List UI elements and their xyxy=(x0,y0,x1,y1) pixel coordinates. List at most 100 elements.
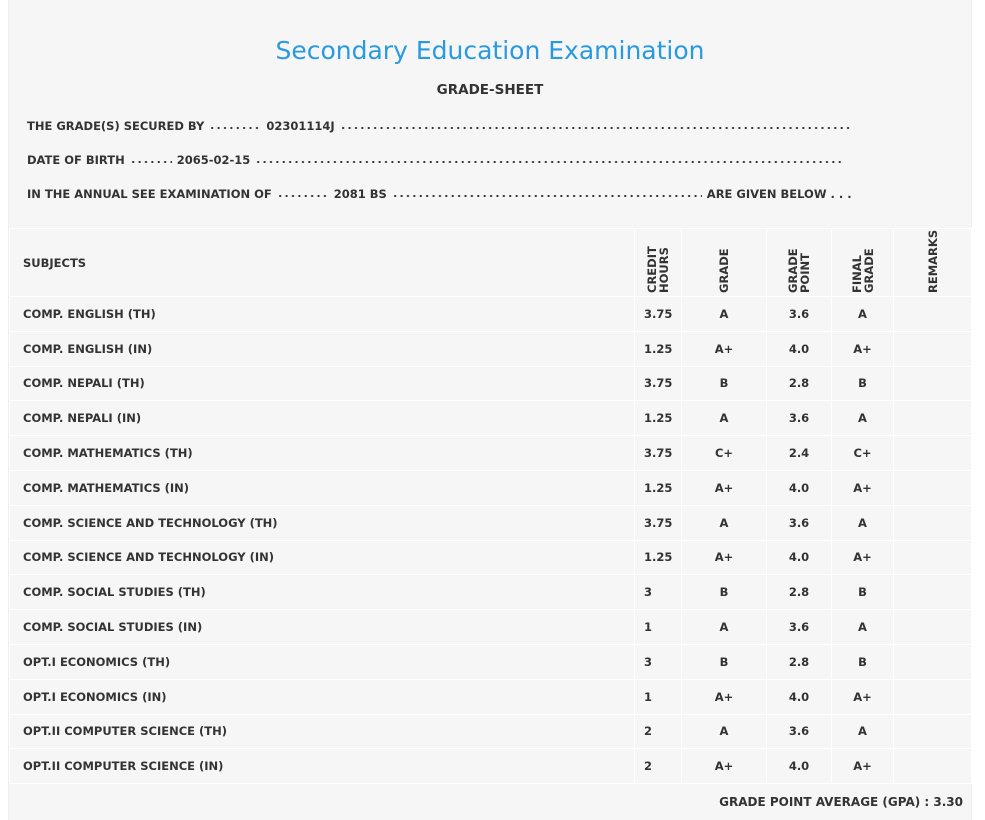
table-cell xyxy=(893,643,972,680)
grade-sheet: Secondary Education Examination GRADE-SH… xyxy=(8,0,972,820)
table-cell: 3 xyxy=(634,643,682,680)
table-cell: 3 xyxy=(634,574,682,611)
table-cell: A+ xyxy=(681,748,767,785)
table-cell: A+ xyxy=(831,748,894,785)
table-cell xyxy=(893,609,972,645)
table-row: OPT.II COMPUTER SCIENCE (IN) 2 A+ 4.0 A+ xyxy=(9,748,972,785)
table-cell: A xyxy=(831,609,894,645)
table-row: COMP. MATHEMATICS (IN) 1.25 A+ 4.0 A+ xyxy=(9,469,972,506)
table-row: COMP. NEPALI (TH) 3.75 B 2.8 B xyxy=(9,365,972,402)
table-cell: A xyxy=(831,504,894,541)
table-cell: COMP. SOCIAL STUDIES (TH) xyxy=(9,574,635,611)
table-cell: 3.75 xyxy=(634,504,682,541)
table-cell: A+ xyxy=(681,330,767,367)
table-cell: COMP. MATHEMATICS (IN) xyxy=(9,469,635,506)
table-row: COMP. SCIENCE AND TECHNOLOGY (TH) 3.75 A 3.… xyxy=(9,504,972,541)
table-row: COMP. ENGLISH (IN) 1.25 A+ 4.0 A+ xyxy=(9,330,972,367)
table-cell: COMP. ENGLISH (IN) xyxy=(9,330,635,367)
table-cell xyxy=(893,504,972,541)
table-cell: 3.6 xyxy=(766,504,832,541)
table-cell: 2.8 xyxy=(766,643,832,680)
table-cell: B xyxy=(681,574,767,611)
gpa-value: 3.30 xyxy=(933,795,963,809)
table-cell: A xyxy=(831,713,894,750)
table-cell: 3.6 xyxy=(766,296,832,332)
table-cell: 2 xyxy=(634,748,682,785)
table-cell xyxy=(893,539,972,576)
column-header: FINAL GRADE xyxy=(831,228,894,297)
info-suffix: ARE GIVEN BELOW . . . xyxy=(706,187,852,201)
table-cell: COMP. NEPALI (IN) xyxy=(9,400,635,437)
table-cell: A+ xyxy=(831,539,894,576)
table-cell: B xyxy=(831,574,894,611)
table-cell: 4.0 xyxy=(766,678,832,715)
info-label: DATE OF BIRTH xyxy=(27,153,125,167)
column-header: SUBJECTS xyxy=(9,228,635,297)
table-cell: COMP. MATHEMATICS (TH) xyxy=(9,435,635,471)
column-header-text: REMARKS xyxy=(925,229,940,293)
table-row: COMP. SCIENCE AND TECHNOLOGY (IN) 1.25 A+ 4… xyxy=(9,539,972,576)
table-cell: 2.8 xyxy=(766,365,832,402)
table-cell: COMP. SCIENCE AND TECHNOLOGY (TH) xyxy=(9,504,635,541)
table-cell xyxy=(893,435,972,471)
info-value: 02301114J xyxy=(266,119,335,133)
table-cell: B xyxy=(831,643,894,680)
header-row: SUBJECTS CREDIT HOURS GRADE GRADE POINT FINA… xyxy=(9,228,972,297)
info-value: 2081 BS xyxy=(333,187,387,201)
column-header: GRADE xyxy=(681,228,767,297)
table-cell: COMP. NEPALI (TH) xyxy=(9,365,635,402)
table-cell xyxy=(893,469,972,506)
table-cell: OPT.II COMPUTER SCIENCE (IN) xyxy=(9,748,635,785)
column-header-text: FINAL GRADE xyxy=(849,248,876,293)
table-cell: 1.25 xyxy=(634,539,682,576)
table-cell: COMP. SOCIAL STUDIES (IN) xyxy=(9,609,635,645)
table-cell: 4.0 xyxy=(766,330,832,367)
table-cell: A xyxy=(831,400,894,437)
table-row: OPT.I ECONOMICS (TH) 3 B 2.8 B xyxy=(9,643,972,680)
table-cell: A+ xyxy=(681,539,767,576)
table-row: COMP. NEPALI (IN) 1.25 A 3.6 A xyxy=(9,400,972,437)
table-row: OPT.II COMPUTER SCIENCE (TH) 2 A 3.6 A xyxy=(9,713,972,750)
table-cell: A+ xyxy=(831,469,894,506)
table-row: COMP. MATHEMATICS (TH) 3.75 C+ 2.4 C+ xyxy=(9,435,972,471)
table-cell: 1.25 xyxy=(634,330,682,367)
info-line: DATE OF BIRTH 2065-02-15 xyxy=(27,153,848,169)
table-cell: A xyxy=(681,609,767,645)
table-cell: 4.0 xyxy=(766,469,832,506)
table-cell xyxy=(893,574,972,611)
table-cell: A xyxy=(831,296,894,332)
table-cell: 3.6 xyxy=(766,713,832,750)
info-value: 2065-02-15 xyxy=(176,153,251,167)
table-cell: COMP. SCIENCE AND TECHNOLOGY (IN) xyxy=(9,539,635,576)
column-header: CREDIT HOURS xyxy=(634,228,682,297)
table-cell: C+ xyxy=(831,435,894,471)
title: Secondary Education Examination xyxy=(275,36,705,65)
table-cell: C+ xyxy=(681,435,767,471)
table-cell: 4.0 xyxy=(766,539,832,576)
table-cell: COMP. ENGLISH (TH) xyxy=(9,296,635,332)
info-line: IN THE ANNUAL SEE EXAMINATION OF 2081 BS… xyxy=(27,187,852,203)
table-cell xyxy=(893,365,972,402)
column-header: REMARKS xyxy=(893,228,972,297)
table-cell: OPT.I ECONOMICS (IN) xyxy=(9,678,635,715)
table-row: OPT.I ECONOMICS (IN) 1 A+ 4.0 A+ xyxy=(9,678,972,715)
table-row: COMP. SOCIAL STUDIES (IN) 1 A 3.6 A xyxy=(9,609,972,645)
table-cell: 3.6 xyxy=(766,400,832,437)
table-cell: B xyxy=(831,365,894,402)
grade-table: SUBJECTS CREDIT HOURS GRADE GRADE POINT FINA… xyxy=(9,228,972,785)
table-cell: B xyxy=(681,365,767,402)
subtitle: GRADE-SHEET xyxy=(436,82,544,98)
table-cell: OPT.I ECONOMICS (TH) xyxy=(9,643,635,680)
table-cell: A xyxy=(681,400,767,437)
table-cell: 3.75 xyxy=(634,365,682,402)
table-cell: B xyxy=(681,643,767,680)
table-cell: 2.8 xyxy=(766,574,832,611)
table-cell: A+ xyxy=(831,678,894,715)
table-cell: OPT.II COMPUTER SCIENCE (TH) xyxy=(9,713,635,750)
table-cell: A xyxy=(681,504,767,541)
table-cell: 1.25 xyxy=(634,400,682,437)
column-header: GRADE POINT xyxy=(766,228,832,297)
table-row: COMP. SOCIAL STUDIES (TH) 3 B 2.8 B xyxy=(9,574,972,611)
column-header-text: CREDIT HOURS xyxy=(645,246,671,293)
table-cell xyxy=(893,296,972,332)
